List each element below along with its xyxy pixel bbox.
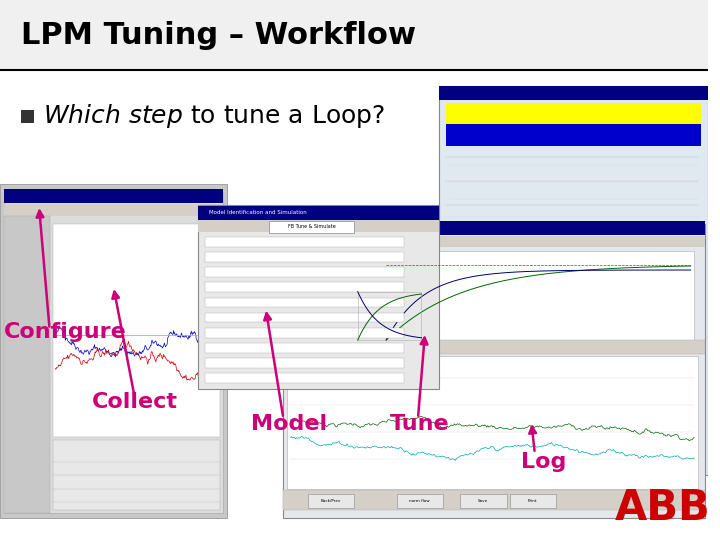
- Bar: [287, 356, 698, 489]
- Bar: [358, 292, 421, 340]
- Bar: [4, 192, 223, 513]
- Bar: [0, 184, 227, 518]
- Text: Configure: Configure: [4, 322, 126, 342]
- Bar: [446, 124, 701, 146]
- Bar: [205, 313, 404, 322]
- Text: Model Identification and Simulation: Model Identification and Simulation: [209, 210, 307, 215]
- Bar: [198, 206, 439, 220]
- Bar: [205, 237, 404, 247]
- Bar: [284, 490, 705, 510]
- Bar: [205, 282, 404, 292]
- Bar: [4, 216, 50, 513]
- Text: Collect: Collect: [92, 392, 178, 413]
- Text: $\bf{\it{Which}}$ $\it{step}$ to tune a Loop?: $\bf{\it{Which}}$ $\it{step}$ to tune a …: [42, 102, 384, 130]
- Bar: [205, 267, 404, 277]
- Bar: [439, 86, 708, 475]
- Bar: [397, 494, 443, 508]
- Bar: [269, 221, 354, 233]
- Bar: [4, 189, 223, 202]
- Bar: [205, 358, 404, 368]
- Bar: [0, 0, 708, 70]
- Text: FB Tune & Simulate: FB Tune & Simulate: [288, 224, 336, 230]
- Text: ABB: ABB: [614, 487, 710, 529]
- Bar: [205, 343, 404, 353]
- Bar: [53, 224, 220, 437]
- Bar: [284, 221, 705, 235]
- Bar: [198, 220, 439, 232]
- Bar: [205, 328, 404, 338]
- Bar: [284, 236, 705, 247]
- Text: Print: Print: [528, 498, 537, 503]
- Bar: [510, 494, 556, 508]
- Bar: [205, 298, 404, 307]
- Bar: [461, 494, 506, 508]
- Text: Model: Model: [251, 414, 328, 434]
- Bar: [4, 204, 223, 216]
- Bar: [382, 251, 694, 340]
- Bar: [53, 440, 220, 510]
- Bar: [205, 373, 404, 383]
- Bar: [284, 340, 705, 354]
- Text: norm flow: norm flow: [409, 498, 430, 503]
- Text: Save: Save: [478, 498, 488, 503]
- Bar: [308, 494, 354, 508]
- Text: Tune: Tune: [390, 414, 449, 434]
- Text: Back/Prev: Back/Prev: [320, 498, 341, 503]
- Text: Log: Log: [521, 451, 566, 472]
- Bar: [446, 103, 701, 124]
- Bar: [439, 86, 708, 100]
- Bar: [205, 252, 404, 262]
- Text: LPM Tuning – Workflow: LPM Tuning – Workflow: [22, 21, 416, 50]
- Bar: [284, 224, 705, 518]
- Bar: [198, 205, 439, 389]
- Bar: [22, 110, 34, 123]
